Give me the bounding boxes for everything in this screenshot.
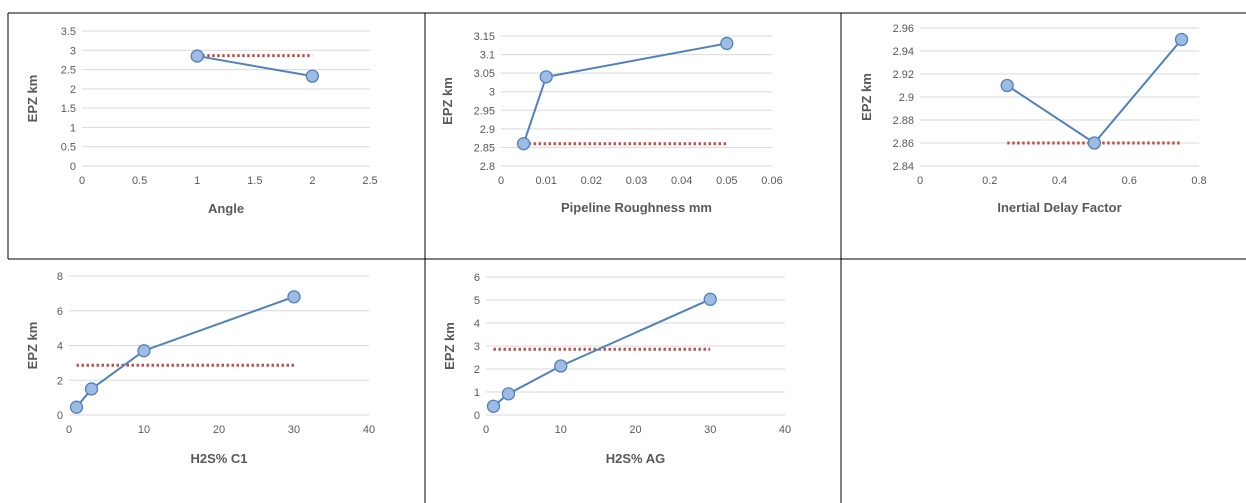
x-tick-label: 0.4	[1052, 175, 1067, 187]
y-tick-label: 6	[474, 272, 480, 284]
x-tick-label: 1	[194, 175, 200, 187]
data-point	[190, 49, 204, 63]
x-tick-label: 0	[917, 175, 923, 187]
data-point	[305, 69, 320, 83]
y-tick-label: 3.05	[474, 68, 495, 80]
x-tick-label: 0.03	[626, 175, 647, 187]
chart-h2s-c1: 0 2 4 6 8 0 10 20 30 40 H2S% C1 EPZ km	[25, 271, 375, 466]
x-tick-label: 0.2	[982, 175, 997, 187]
y-tick-label: 3	[489, 87, 495, 99]
x-tick-label: 0	[79, 175, 85, 187]
data-point	[554, 359, 568, 373]
y-tick-label: 2.85	[474, 142, 495, 154]
x-tick-label: 40	[779, 424, 791, 436]
y-tick-label: 6	[57, 306, 63, 318]
y-tick-label: 3	[70, 45, 76, 57]
x-axis-title: Angle	[208, 201, 244, 216]
y-tick-label: 2.92	[893, 69, 914, 81]
x-tick-label: 2	[309, 175, 315, 187]
data-point	[137, 344, 151, 358]
x-tick-label: 0.5	[132, 175, 147, 187]
data-point	[1174, 32, 1189, 47]
x-axis-title: H2S% C1	[190, 451, 247, 466]
y-tick-label: 5	[474, 295, 480, 307]
data-point	[486, 399, 501, 413]
chart-pipeline-roughness: 2.8 2.85 2.9 2.95 3 3.05 3.1 3.15 0 0.01 0.02 0.03 0…	[440, 31, 783, 215]
series-line	[492, 298, 711, 408]
y-axis-title: EPZ km	[440, 77, 455, 125]
y-axis-title: EPZ km	[442, 322, 457, 370]
y-tick-label: 2.5	[61, 65, 76, 77]
y-tick-label: 4	[57, 341, 63, 353]
y-axis-title: EPZ km	[25, 322, 40, 370]
series-line	[197, 55, 313, 78]
y-tick-label: 2	[57, 375, 63, 387]
y-tick-label: 8	[57, 271, 63, 283]
y-tick-label: 0	[474, 410, 480, 422]
y-tick-label: 1	[70, 122, 76, 134]
x-axis-title: H2S% AG	[606, 451, 665, 466]
y-tick-label: 2.86	[893, 138, 914, 150]
x-tick-label: 40	[363, 424, 375, 436]
chart-h2s-ag: 0 1 2 3 4 5 6 0 10 20 30 40 H2S% AG EPZ km	[442, 272, 791, 466]
y-tick-label: 1	[474, 387, 480, 399]
chart-inertial-delay-factor: 2.84 2.86 2.88 2.9 2.92 2.94 2.96 0 0.2 0.4 0.6 0.8…	[859, 23, 1207, 215]
x-tick-label: 1.5	[247, 175, 262, 187]
x-tick-label: 0.6	[1122, 175, 1137, 187]
x-tick-label: 20	[213, 424, 225, 436]
x-tick-label: 0.04	[671, 175, 692, 187]
y-tick-label: 2.8	[480, 161, 495, 173]
y-tick-label: 4	[474, 318, 480, 330]
y-tick-label: 2.88	[893, 115, 914, 127]
x-tick-label: 0	[483, 424, 489, 436]
y-tick-label: 0	[57, 410, 63, 422]
data-point	[287, 290, 301, 304]
y-tick-label: 3.15	[474, 31, 495, 43]
x-tick-label: 0.02	[581, 175, 602, 187]
y-tick-label: 2.95	[474, 105, 495, 117]
y-tick-label: 2.94	[893, 46, 914, 58]
y-tick-label: 1.5	[61, 103, 76, 115]
y-tick-label: 2.96	[893, 23, 914, 35]
x-axis-title: Inertial Delay Factor	[997, 200, 1121, 215]
data-point	[539, 70, 553, 84]
data-point	[501, 387, 516, 401]
x-tick-label: 0.8	[1191, 175, 1206, 187]
y-tick-label: 2.9	[899, 92, 914, 104]
series-line	[1006, 38, 1183, 145]
y-tick-label: 2.84	[893, 161, 914, 173]
y-axis-title: EPZ km	[859, 73, 874, 121]
y-tick-label: 3.1	[480, 50, 495, 62]
x-tick-label: 10	[138, 424, 150, 436]
data-point	[1087, 136, 1102, 150]
x-tick-label: 2.5	[362, 175, 377, 187]
x-tick-label: 30	[288, 424, 300, 436]
x-tick-label: 0	[498, 175, 504, 187]
y-tick-label: 0.5	[61, 142, 76, 154]
data-point	[720, 36, 734, 51]
y-tick-label: 2.9	[480, 124, 495, 136]
chart-angle: 0 0.5 1 1.5 2 2.5 3 3.5 0 0.5 1 1.5 2 2.5 Angle EPZ km	[25, 26, 378, 216]
data-point	[1000, 78, 1014, 93]
series-line	[75, 295, 295, 408]
y-tick-label: 3	[474, 341, 480, 353]
data-point	[703, 292, 717, 306]
y-tick-label: 2	[474, 364, 480, 376]
x-tick-label: 0.01	[535, 175, 556, 187]
x-tick-label: 0	[66, 424, 72, 436]
x-tick-label: 30	[704, 424, 716, 436]
y-axis-title: EPZ km	[25, 75, 40, 123]
x-tick-label: 10	[555, 424, 567, 436]
x-tick-label: 0.05	[716, 175, 737, 187]
x-tick-label: 0.06	[761, 175, 782, 187]
data-point	[69, 400, 84, 414]
y-tick-label: 2	[70, 84, 76, 96]
y-tick-label: 0	[70, 161, 76, 173]
x-axis-title: Pipeline Roughness mm	[561, 200, 712, 215]
data-point	[516, 137, 531, 151]
x-tick-label: 20	[629, 424, 641, 436]
y-tick-label: 3.5	[61, 26, 76, 38]
data-point	[84, 382, 99, 396]
